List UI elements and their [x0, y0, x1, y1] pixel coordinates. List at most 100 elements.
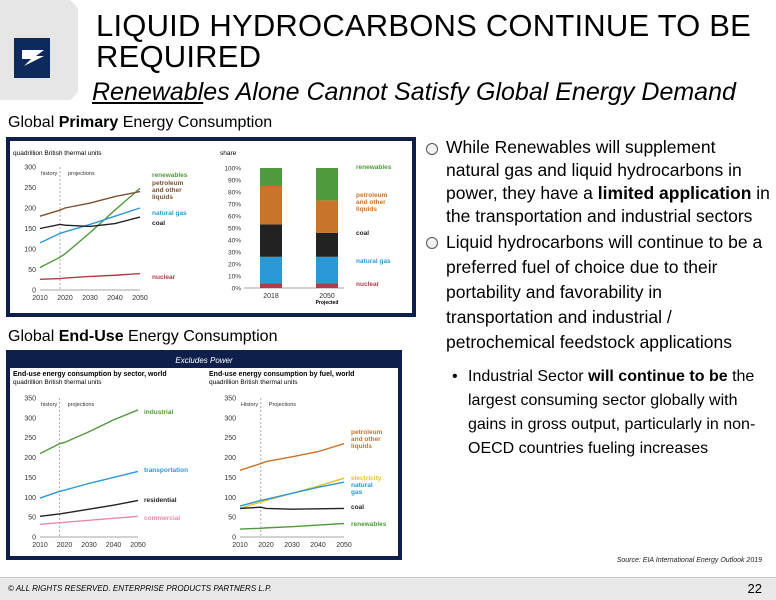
- y-tick-label: 100: [24, 495, 36, 502]
- legend-label-petroleum-and-other-liquids: liquids: [351, 443, 372, 450]
- bullet-marker: [426, 143, 438, 155]
- y-tick-label: 10%: [228, 274, 241, 281]
- projections-label: Projections: [269, 402, 296, 408]
- legend-label-coal: coal: [351, 504, 364, 511]
- legend-label-commercial: commercial: [144, 515, 180, 522]
- y-tick-label: 90%: [228, 178, 241, 185]
- x-tick-label: 2010: [32, 542, 48, 549]
- legend-label-electricity: electricity: [351, 475, 382, 482]
- legend-label-natural-gas: natural gas: [152, 210, 187, 217]
- enduse-section-label: Global End-Use Energy Consumption: [8, 328, 277, 346]
- projections-label: projections: [68, 402, 95, 408]
- legend-label-petroleum-and-other-liquids: petroleum: [351, 429, 383, 436]
- primary-section-label: Global Primary Energy Consumption: [8, 114, 272, 132]
- y-tick-label: 200: [224, 455, 236, 462]
- x-tick-label: 2050: [130, 542, 146, 549]
- bar-segment-nuclear: [260, 283, 282, 288]
- page-subtitle: Renewables Alone Cannot Satisfy Global E…: [92, 78, 772, 107]
- primary-label-prefix: Global: [8, 114, 59, 131]
- bullet1-text-pre: While Renewables will supplement natural…: [446, 137, 742, 203]
- x-tick-label: 2020: [258, 542, 274, 549]
- bar-segment-petroleum-and-other-liquids: [316, 200, 338, 233]
- y-tick-label: 50: [28, 267, 36, 274]
- legend-label-nuclear: nuclear: [152, 274, 176, 281]
- legend-label-residential: residential: [144, 497, 177, 504]
- y-tick-label: 350: [224, 396, 236, 403]
- y-tick-label: 0%: [232, 286, 242, 293]
- y-tick-label: 100: [24, 247, 36, 254]
- series-line-natural-gas: [239, 481, 345, 507]
- bar-segment-natural-gas: [260, 256, 282, 284]
- x-tick-label: 2030: [82, 295, 98, 302]
- bullet-renewables: While Renewables will supplement natural…: [424, 136, 770, 228]
- y-tick-label: 300: [24, 415, 36, 422]
- sub-bullet-text-pre: Industrial Sector: [468, 368, 589, 385]
- x-tick-label: 2040: [106, 542, 122, 549]
- sub-bullet-industrial: • Industrial Sector will continue to be …: [424, 365, 770, 461]
- series-line-nuclear: [39, 272, 141, 281]
- sub-bullet-text-bold: will continue to be: [588, 368, 728, 385]
- bar-segment-renewables: [260, 168, 282, 186]
- y-tick-label: 50: [228, 515, 236, 522]
- series-line-renewables: [39, 187, 141, 269]
- series-line-commercial: [39, 515, 139, 525]
- x-tick-label: 2030: [284, 542, 300, 549]
- enduse-fuel-chart: End-use energy consumption by fuel, worl…: [209, 371, 387, 549]
- history-label: History: [241, 402, 258, 408]
- x-tick-label: 2040: [107, 295, 123, 302]
- y-tick-label: 150: [24, 226, 36, 233]
- enduse-sector-chart: End-use energy consumption by sector, wo…: [13, 371, 188, 549]
- bullet1-text-post: in the transportation and industrial sec…: [446, 183, 770, 226]
- bullet-liquids: Liquid hydrocarbons will continue to be …: [424, 230, 770, 355]
- source-note: Source: EIA International Energy Outlook…: [616, 557, 762, 564]
- primary-label-bold: Primary: [58, 114, 119, 131]
- x-tick-label: 2020: [57, 295, 73, 302]
- bullet-marker: [426, 237, 438, 249]
- legend-label-renewables: renewables: [351, 521, 387, 528]
- y-tick-label: 20%: [228, 262, 241, 269]
- enduse-chart-box: End-use energy consumption by sector, wo…: [10, 368, 398, 556]
- legend-label-industrial: industrial: [144, 409, 173, 416]
- legend-label-petroleum-and-other-liquids: liquids: [152, 194, 173, 201]
- legend-label-renewables: renewables: [356, 164, 392, 171]
- y-tick-label: 0: [232, 535, 236, 542]
- legend-label-petroleum-and-other-liquids: petroleum: [356, 192, 388, 199]
- y-axis-label: quadrillion British thermal units: [209, 379, 298, 386]
- bar-segment-petroleum-and-other-liquids: [260, 186, 282, 225]
- x-tick-label: 2050: [319, 293, 335, 300]
- y-tick-label: 200: [24, 206, 36, 213]
- x-tick-label: 2018: [263, 293, 279, 300]
- y-tick-label: 250: [224, 435, 236, 442]
- y-tick-label: 100: [224, 495, 236, 502]
- chart-title: End-use energy consumption by sector, wo…: [13, 371, 167, 378]
- bar-segment-coal: [260, 224, 282, 257]
- y-tick-label: 150: [24, 475, 36, 482]
- x-tick-label: 2020: [57, 542, 73, 549]
- y-tick-label: 250: [24, 435, 36, 442]
- y-tick-label: 30%: [228, 250, 241, 257]
- y-tick-label: 350: [24, 396, 36, 403]
- legend-label-nuclear: nuclear: [356, 281, 380, 288]
- primary-chart-box: quadrillion British thermal units 0 50 100 1…: [10, 141, 412, 313]
- x-tick-label: 2050: [132, 295, 148, 302]
- series-line-petroleum-and-other-liquids: [39, 190, 141, 217]
- legend-label-natural-gas: natural: [351, 482, 373, 489]
- x-tick-label: 2050: [336, 542, 352, 549]
- y-tick-label: 150: [224, 475, 236, 482]
- series-line-coal: [39, 216, 141, 230]
- bar-segment-nuclear: [316, 283, 338, 288]
- primary-line-chart: quadrillion British thermal units 0 50 100 1…: [13, 150, 188, 302]
- primary-share-chart: share 0% 10% 20% 30% 40% 50% 60% 70% 80% 90% 100% 20…: [220, 150, 392, 306]
- y-tick-label: 100%: [224, 166, 241, 173]
- y-tick-label: 50%: [228, 226, 241, 233]
- legend-label-petroleum-and-other-liquids: petroleum: [152, 180, 184, 187]
- series-line-industrial: [39, 409, 139, 455]
- y-axis-label: quadrillion British thermal units: [13, 150, 102, 157]
- y-tick-label: 200: [24, 455, 36, 462]
- legend-label-natural-gas: natural gas: [356, 258, 391, 265]
- series-line-natural-gas: [39, 207, 141, 244]
- chart-title: End-use energy consumption by fuel, worl…: [209, 371, 354, 378]
- y-tick-label: 300: [24, 165, 36, 172]
- series-line-transportation: [39, 470, 139, 499]
- series-line-renewables: [239, 522, 345, 530]
